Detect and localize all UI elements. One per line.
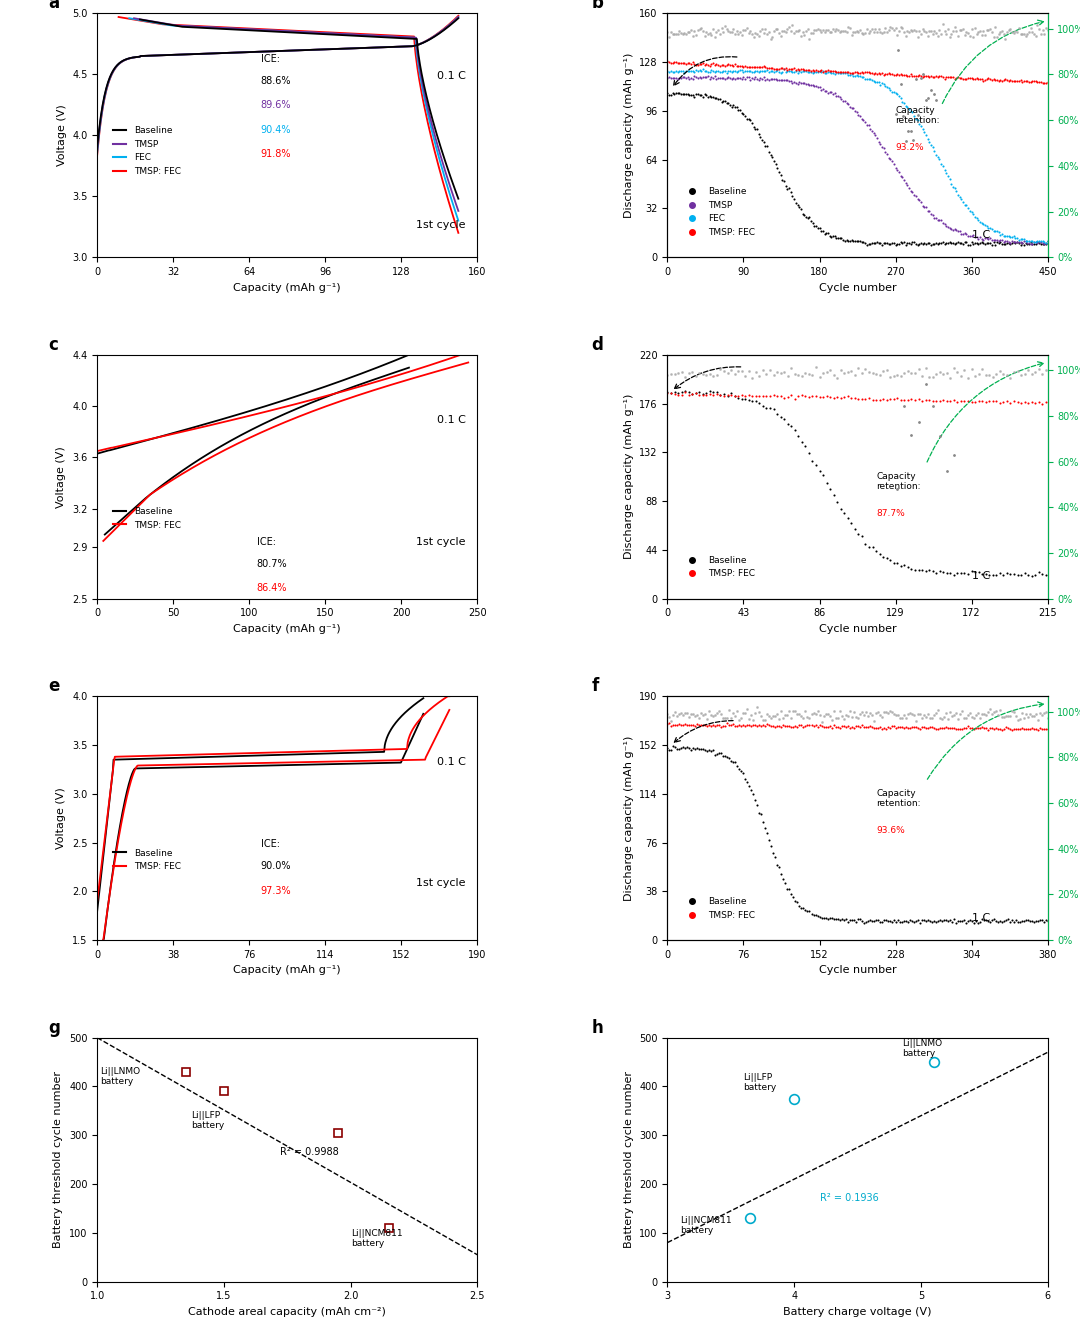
Text: Capacity
retention:: Capacity retention: — [877, 471, 921, 491]
Text: 89.6%: 89.6% — [260, 100, 292, 111]
Text: d: d — [592, 336, 604, 354]
Y-axis label: Discharge capacity (mAh g⁻¹): Discharge capacity (mAh g⁻¹) — [623, 394, 634, 559]
Y-axis label: Voltage (V): Voltage (V) — [56, 446, 67, 507]
X-axis label: Capacity (mAh g⁻¹): Capacity (mAh g⁻¹) — [233, 283, 341, 292]
Y-axis label: Voltage (V): Voltage (V) — [56, 104, 67, 166]
Text: 1st cycle: 1st cycle — [417, 537, 465, 547]
Text: ICE:: ICE: — [257, 537, 275, 547]
Text: 1 C: 1 C — [972, 913, 989, 922]
Text: 93.2%: 93.2% — [895, 143, 924, 152]
X-axis label: Capacity (mAh g⁻¹): Capacity (mAh g⁻¹) — [233, 965, 341, 976]
Text: h: h — [592, 1019, 603, 1037]
Text: Capacity
retention:: Capacity retention: — [877, 789, 921, 808]
Text: a: a — [48, 0, 59, 12]
Text: ICE:: ICE: — [260, 55, 280, 64]
Text: ICE:: ICE: — [260, 840, 280, 849]
Text: Li||LNMO
battery: Li||LNMO battery — [902, 1039, 942, 1059]
Text: Capacity
retention:: Capacity retention: — [895, 105, 940, 125]
Text: 90.0%: 90.0% — [260, 861, 292, 872]
Text: 97.3%: 97.3% — [260, 886, 292, 896]
X-axis label: Cycle number: Cycle number — [819, 965, 896, 976]
Legend: Baseline, TMSP: FEC: Baseline, TMSP: FEC — [679, 553, 759, 582]
Y-axis label: Battery threshold cycle number: Battery threshold cycle number — [53, 1071, 64, 1248]
Text: R² = 0.1936: R² = 0.1936 — [820, 1193, 878, 1203]
Legend: Baseline, TMSP: FEC: Baseline, TMSP: FEC — [109, 503, 185, 533]
Text: Li||NCM811
battery: Li||NCM811 battery — [680, 1216, 732, 1235]
Text: 1 C: 1 C — [972, 230, 989, 240]
Text: c: c — [48, 336, 57, 354]
Legend: Baseline, TMSP, FEC, TMSP: FEC: Baseline, TMSP, FEC, TMSP: FEC — [679, 184, 759, 240]
Legend: Baseline, TMSP: FEC: Baseline, TMSP: FEC — [679, 893, 759, 924]
X-axis label: Battery charge voltage (V): Battery charge voltage (V) — [783, 1307, 932, 1316]
Text: 88.6%: 88.6% — [260, 76, 292, 85]
Text: 91.8%: 91.8% — [260, 150, 292, 159]
Y-axis label: Voltage (V): Voltage (V) — [56, 788, 67, 849]
Text: R² = 0.9988: R² = 0.9988 — [280, 1147, 338, 1156]
Text: g: g — [48, 1019, 59, 1037]
Y-axis label: Discharge capacity (mAh g⁻¹): Discharge capacity (mAh g⁻¹) — [623, 52, 634, 218]
Text: 0.1 C: 0.1 C — [437, 71, 465, 81]
Text: Li||LFP
battery: Li||LFP battery — [743, 1073, 777, 1092]
Legend: Baseline, TMSP: FEC: Baseline, TMSP: FEC — [109, 845, 185, 874]
Text: 1st cycle: 1st cycle — [417, 220, 465, 230]
Text: 0.1 C: 0.1 C — [437, 415, 465, 425]
Text: 90.4%: 90.4% — [260, 125, 292, 135]
X-axis label: Cathode areal capacity (mAh cm⁻²): Cathode areal capacity (mAh cm⁻²) — [188, 1307, 387, 1316]
Legend: Baseline, TMSP, FEC, TMSP: FEC: Baseline, TMSP, FEC, TMSP: FEC — [109, 123, 185, 180]
Text: 0.1 C: 0.1 C — [437, 757, 465, 766]
Text: 93.6%: 93.6% — [877, 826, 905, 834]
Text: f: f — [592, 677, 598, 696]
Text: e: e — [48, 677, 59, 696]
Text: 87.7%: 87.7% — [877, 509, 905, 518]
Y-axis label: Battery threshold cycle number: Battery threshold cycle number — [623, 1071, 634, 1248]
Text: Li||LFP
battery: Li||LFP battery — [191, 1111, 225, 1131]
Text: Li||NCM811
battery: Li||NCM811 battery — [351, 1230, 402, 1248]
X-axis label: Capacity (mAh g⁻¹): Capacity (mAh g⁻¹) — [233, 623, 341, 634]
Text: 1st cycle: 1st cycle — [417, 878, 465, 889]
Text: b: b — [592, 0, 604, 12]
X-axis label: Cycle number: Cycle number — [819, 283, 896, 292]
Text: 1 C: 1 C — [972, 571, 989, 581]
Y-axis label: Discharge capacity (mAh g⁻¹): Discharge capacity (mAh g⁻¹) — [623, 736, 634, 901]
Text: 80.7%: 80.7% — [257, 559, 287, 569]
Text: Li||LNMO
battery: Li||LNMO battery — [99, 1067, 139, 1087]
X-axis label: Cycle number: Cycle number — [819, 623, 896, 634]
Text: 86.4%: 86.4% — [257, 583, 287, 593]
